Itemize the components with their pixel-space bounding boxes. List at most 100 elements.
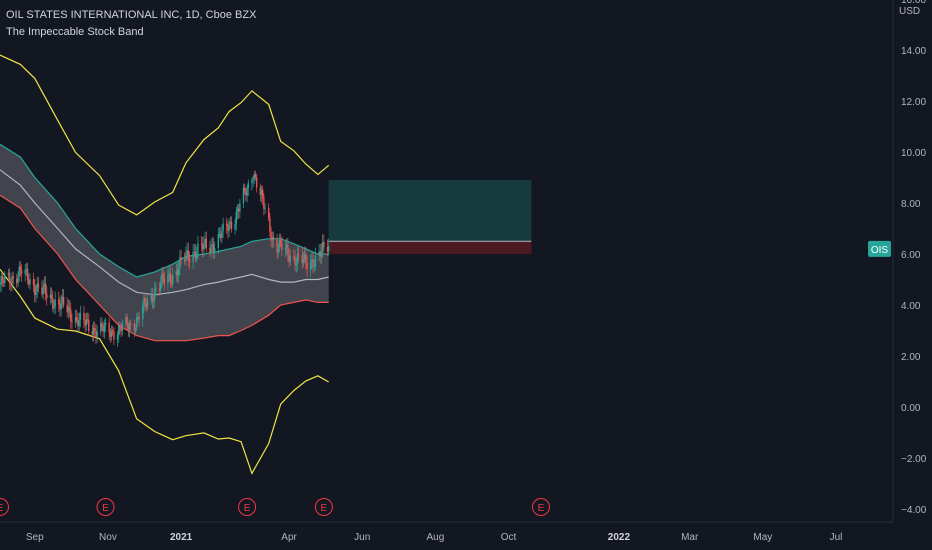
price-tick-label: 8.00 <box>901 199 921 210</box>
candle-body <box>44 283 47 294</box>
outer-lower-line <box>0 268 329 475</box>
candle-body <box>323 242 325 248</box>
candle-body <box>170 282 173 284</box>
indicator-name: The Impeccable Stock Band <box>6 26 144 38</box>
candle-body <box>278 239 281 250</box>
candle-body <box>255 177 258 188</box>
candle-body <box>26 268 29 280</box>
candle-body <box>172 274 174 284</box>
candle-body <box>137 316 139 318</box>
candle-body <box>7 272 10 275</box>
time-axis[interactable]: Sep Nov 2021 Apr Jun Aug Oct 2022 Mar May Jul <box>26 532 843 543</box>
candle-body <box>272 236 275 240</box>
candle-body <box>178 268 180 276</box>
candle-body <box>1 275 4 281</box>
candle-body <box>175 270 178 275</box>
candle-body <box>36 283 38 292</box>
candle-body <box>76 317 78 321</box>
candle-body <box>86 319 89 321</box>
candle-body <box>146 299 149 308</box>
candle-body <box>312 259 314 268</box>
candle-body <box>200 243 203 245</box>
currency-label: USD <box>899 6 927 17</box>
candle-body <box>260 189 263 195</box>
time-tick-label: Apr <box>281 532 297 543</box>
candle-body <box>43 283 46 287</box>
candle-body <box>11 276 13 284</box>
earnings-icon <box>0 498 9 516</box>
candle-body <box>327 246 330 252</box>
candle-body <box>133 323 136 331</box>
candle-body <box>84 320 86 326</box>
candle-body <box>188 259 191 263</box>
candle-body <box>126 316 128 326</box>
candle-body <box>116 335 119 340</box>
time-tick-label: Jun <box>354 532 370 543</box>
candle-body <box>67 307 70 313</box>
candle-body <box>184 259 186 262</box>
candle-body <box>239 203 241 212</box>
candle-body <box>196 253 198 259</box>
earnings-icon <box>531 498 550 516</box>
candle-body <box>220 233 222 238</box>
earnings-label: E <box>244 503 251 514</box>
candle-body <box>202 244 204 250</box>
candle-body <box>35 291 37 295</box>
candle-body <box>161 273 163 283</box>
candle-body <box>235 211 237 224</box>
candle-body <box>113 331 115 340</box>
candle-body <box>70 309 72 322</box>
candle-body <box>74 317 77 323</box>
candle-body <box>143 297 145 307</box>
candle-body <box>158 288 161 291</box>
candle-body <box>18 266 20 277</box>
candle-body <box>205 238 208 248</box>
time-tick-label: Aug <box>427 532 445 543</box>
candle-body <box>138 316 140 320</box>
candle-body <box>217 234 220 249</box>
price-badge-label: OIS <box>871 245 889 256</box>
price-tick-label: 0.00 <box>901 403 921 414</box>
candle-body <box>167 274 169 284</box>
candle-body <box>309 262 312 270</box>
candle-body <box>168 273 170 275</box>
last-price-badge: OIS <box>868 240 891 257</box>
outer-upper-line <box>0 54 330 216</box>
candle-body <box>121 323 124 331</box>
candle-body <box>276 239 278 253</box>
earnings-label: E <box>0 503 4 514</box>
candle-body <box>252 178 254 181</box>
candle-body <box>2 280 5 283</box>
candle-body <box>212 244 215 252</box>
candle-body <box>59 304 61 310</box>
candle-body <box>162 273 164 279</box>
price-axis[interactable]: 16.00 14.00 12.00 10.00 8.00 6.00 4.00 2.00 0.00… <box>901 0 927 516</box>
candle-body <box>247 182 249 189</box>
earnings-label: E <box>102 503 109 514</box>
candle-body <box>28 279 30 285</box>
candle-body <box>119 325 121 328</box>
candle-body <box>318 251 320 256</box>
candle-body <box>263 197 265 209</box>
candle-body <box>245 191 247 196</box>
band-area <box>0 144 329 341</box>
candle-body <box>243 187 246 192</box>
earnings-icon <box>314 498 333 516</box>
candle-body <box>321 242 324 251</box>
candle-body <box>204 238 206 244</box>
candle-body <box>58 299 60 305</box>
candle-body <box>0 284 1 286</box>
candle-body <box>289 256 291 262</box>
candle-body <box>151 293 154 302</box>
candle-body <box>169 273 172 283</box>
candle-body <box>12 276 14 279</box>
candle-body <box>17 276 19 284</box>
candle-body <box>279 239 282 243</box>
time-tick-label: Sep <box>26 532 44 543</box>
candle-body <box>16 278 18 284</box>
candle-body <box>85 319 88 326</box>
candle-body <box>287 244 289 255</box>
candle-body <box>68 307 71 310</box>
candle-body <box>91 331 94 335</box>
